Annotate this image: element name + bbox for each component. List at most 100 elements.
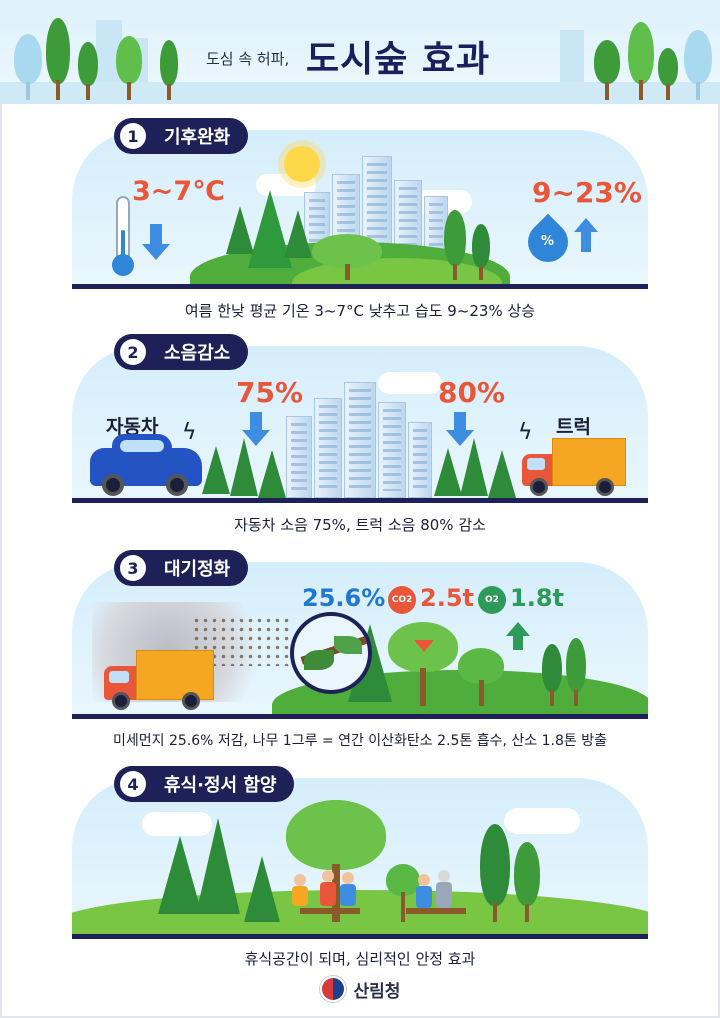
tree-icon [444,210,466,280]
header-subtitle: 도심 속 허파, [206,50,290,68]
arrow-up-head [506,622,530,636]
tree-icon [684,30,712,100]
section-baseline [72,714,648,719]
section-label: 기후완화 [164,127,231,148]
section-label: 휴식·정서 함양 [164,775,277,796]
pine-tree-icon [434,448,462,496]
building [344,382,376,498]
tree-icon [594,40,620,100]
noise-lightning-icon: ϟ [182,420,197,445]
pine-tree-icon [158,836,202,914]
building [314,398,342,498]
section-label: 소음감소 [164,343,231,364]
section-baseline [72,498,648,503]
section-caption: 미세먼지 25.6% 저감, 나무 1그루 = 연간 이산화탄소 2.5톤 흡수… [113,733,607,749]
tree-icon [14,34,42,100]
section-caption: 여름 한낮 평균 기온 3~7°C 낮추고 습도 9~23% 상승 [184,302,536,320]
stat-car-noise: 75% [236,376,304,409]
arrow-down-head [242,430,270,446]
tree-icon [542,644,562,706]
arrow-up-head [574,218,598,232]
bench-icon [406,908,466,914]
pine-tree-icon [460,438,488,496]
thermometer-icon [116,196,130,262]
pine-tree-icon [230,438,258,496]
o2-icon: O2 [478,586,506,614]
stat-truck-noise: 80% [438,376,506,409]
pine-tree-icon [258,450,286,498]
header-ground [0,82,720,104]
header: 도심 속 허파, 도시숲 효과 [0,0,720,104]
page-title: 도시숲 효과 [306,39,491,80]
section-climate: 3~7℃ 9~23% % 1 기후완화 여름 한낮 평균 기온 3~7°C 낮추… [72,118,648,328]
tree-icon [480,824,510,922]
broadleaf-tree-icon [386,864,420,922]
arrow-down-icon [454,412,466,432]
pine-tree-icon [196,818,240,914]
co2-icon: CO2 [388,586,416,614]
noise-lightning-icon: ϟ [518,420,533,445]
section-baseline [72,934,648,939]
section-badge: 1 기후완화 [114,118,249,154]
broadleaf-tree-icon [286,800,386,922]
car-icon [90,434,202,496]
stat-co2-absorb: 2.5t [420,584,474,612]
arrow-down-head [446,430,474,446]
thermometer-bulb [112,254,134,276]
tree-icon [116,36,142,100]
car-label: 자동차 [106,416,159,438]
section-rest: 4 휴식·정서 함양 휴식공간이 되며, 심리적인 안정 효과 [72,766,648,972]
pine-tree-icon [244,856,280,922]
tree-icon [472,224,490,280]
family-people-icon [290,870,360,916]
footer: 산림청 [0,976,720,1002]
section-caption: 자동차 소음 75%, 트럭 소음 80% 감소 [234,516,486,534]
section-panel: 3~7℃ 9~23% % [72,130,648,284]
section-label: 대기정화 [164,559,231,580]
arrow-down-head [142,244,170,260]
arrow-down-icon [250,412,262,432]
section-air: 25.6% CO2 2.5t O2 1.8t 3 대기정화 미세먼지 25.6%… [72,550,648,758]
section-noise: 75% 80% 자동차 ϟ 트럭 ϟ 2 소음감소 자동차 소음 75%, 트럭… [72,334,648,544]
broadleaf-tree-icon [312,234,382,280]
section-number: 3 [120,555,146,581]
broadleaf-tree-icon [388,622,458,706]
leaf-magnifier-icon [290,612,372,694]
section-baseline [72,284,648,289]
truck-icon [522,438,626,496]
taegeuk-logo-icon [319,976,346,1002]
stat-temperature: 3~7℃ [132,176,225,207]
arrow-up-icon [513,636,523,650]
section-panel: 25.6% CO2 2.5t O2 1.8t [72,562,648,714]
stat-o2-emit: 1.8t [510,584,564,612]
pine-tree-icon [284,210,312,258]
truck-icon [104,650,214,710]
organization-name: 산림청 [353,981,401,1002]
section-badge: 2 소음감소 [114,334,249,370]
building [286,416,312,498]
tree-icon [514,842,540,922]
bg-building [560,30,584,90]
elderly-couple-icon [412,870,462,916]
tree-icon [566,638,586,706]
arrow-down-head [414,640,434,652]
section-badge: 3 대기정화 [114,550,249,586]
truck-label: 트럭 [556,416,591,438]
section-number: 2 [120,339,146,365]
tree-icon [78,42,98,100]
building [378,402,406,498]
tree-icon [658,48,678,100]
section-badge: 4 휴식·정서 함양 [114,766,295,802]
pine-tree-icon [202,446,230,494]
section-caption: 휴식공간이 되며, 심리적인 안정 효과 [244,950,476,968]
arrow-up-icon [581,232,591,252]
section-panel: 75% 80% 자동차 ϟ 트럭 ϟ [72,346,648,498]
sun-icon [284,146,320,182]
tree-icon [628,22,654,100]
bench-icon [300,908,360,914]
tree-icon [160,40,178,100]
broadleaf-tree-icon [458,648,504,706]
pine-tree-icon [488,450,516,498]
stat-dust-reduction: 25.6% [302,584,386,612]
section-number: 1 [120,123,146,149]
